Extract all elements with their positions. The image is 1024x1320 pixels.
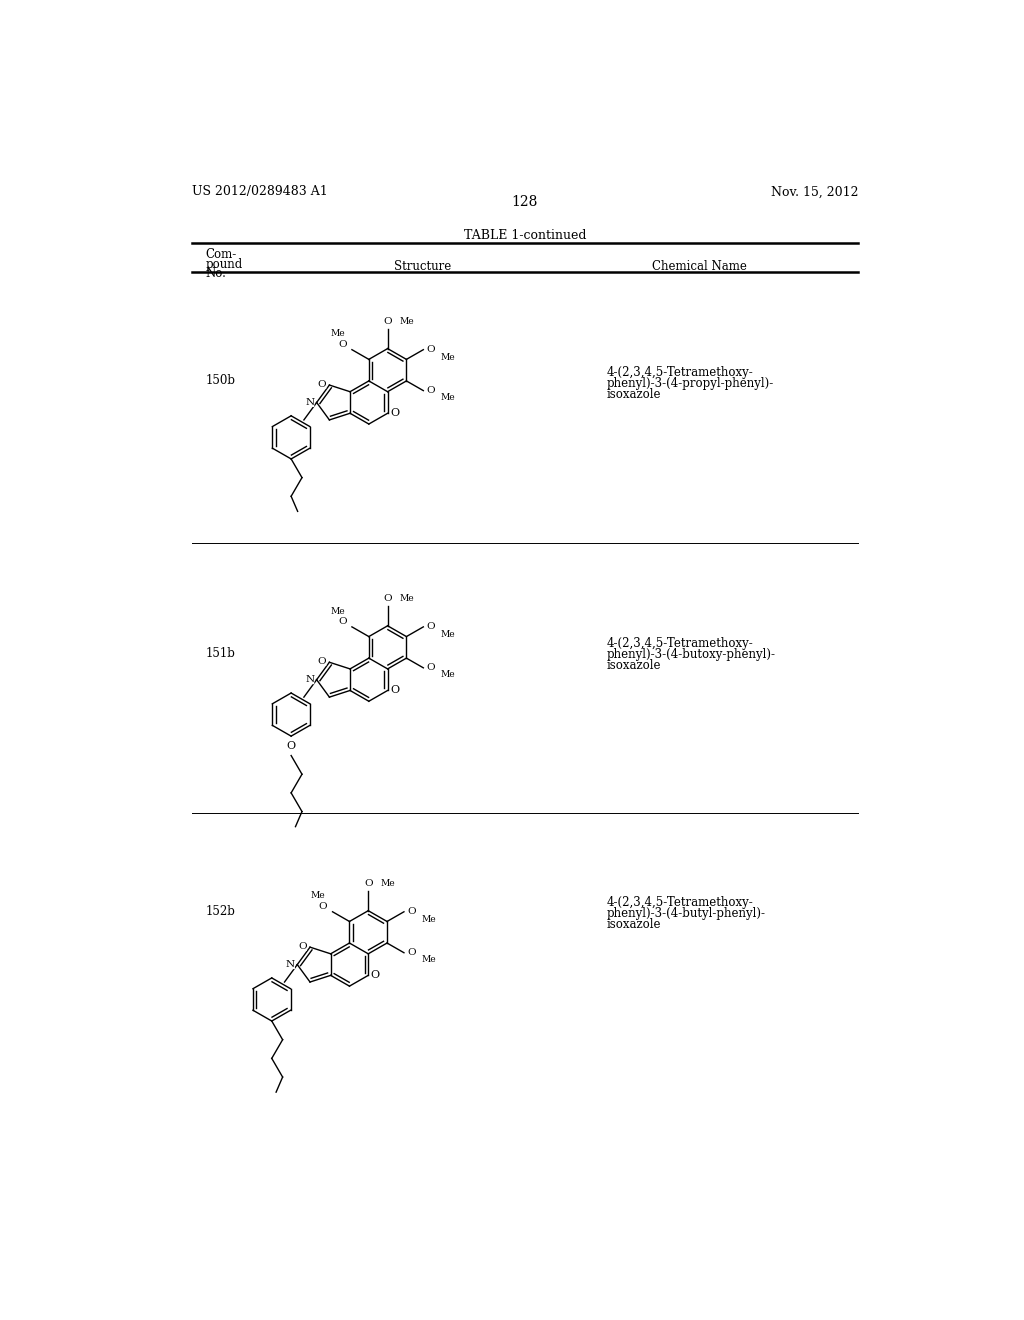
Text: 4-(2,3,4,5-Tetramethoxy-: 4-(2,3,4,5-Tetramethoxy- — [606, 367, 753, 379]
Text: TABLE 1-continued: TABLE 1-continued — [464, 230, 586, 243]
Text: Structure: Structure — [394, 260, 452, 273]
Text: Nov. 15, 2012: Nov. 15, 2012 — [770, 185, 858, 198]
Text: O: O — [287, 741, 296, 751]
Text: 152b: 152b — [206, 906, 236, 919]
Text: Me: Me — [399, 594, 414, 603]
Text: Me: Me — [399, 317, 414, 326]
Text: pound: pound — [206, 257, 243, 271]
Text: O: O — [338, 616, 347, 626]
Text: No.: No. — [206, 267, 226, 280]
Text: phenyl)-3-(4-butyl-phenyl)-: phenyl)-3-(4-butyl-phenyl)- — [606, 907, 765, 920]
Text: Me: Me — [311, 891, 326, 900]
Text: Me: Me — [421, 954, 436, 964]
Text: O: O — [317, 657, 327, 667]
Text: O: O — [364, 879, 373, 888]
Text: Me: Me — [440, 671, 456, 678]
Text: isoxazole: isoxazole — [606, 388, 660, 401]
Text: phenyl)-3-(4-butoxy-phenyl)-: phenyl)-3-(4-butoxy-phenyl)- — [606, 648, 775, 661]
Text: Me: Me — [421, 915, 436, 924]
Text: 4-(2,3,4,5-Tetramethoxy-: 4-(2,3,4,5-Tetramethoxy- — [606, 638, 753, 651]
Text: O: O — [427, 345, 435, 354]
Text: US 2012/0289483 A1: US 2012/0289483 A1 — [191, 185, 328, 198]
Text: Me: Me — [440, 352, 456, 362]
Text: 150b: 150b — [206, 374, 236, 387]
Text: O: O — [408, 907, 416, 916]
Text: Chemical Name: Chemical Name — [651, 260, 746, 273]
Text: Me: Me — [331, 330, 345, 338]
Text: phenyl)-3-(4-propyl-phenyl)-: phenyl)-3-(4-propyl-phenyl)- — [606, 378, 773, 391]
Text: O: O — [427, 664, 435, 672]
Text: N: N — [305, 399, 314, 407]
Text: 151b: 151b — [206, 647, 236, 660]
Text: O: O — [371, 970, 380, 981]
Text: O: O — [427, 387, 435, 395]
Text: O: O — [317, 380, 327, 389]
Text: O: O — [298, 942, 307, 950]
Text: Me: Me — [440, 393, 456, 401]
Text: O: O — [383, 594, 392, 603]
Text: Me: Me — [440, 630, 456, 639]
Text: Me: Me — [331, 607, 345, 615]
Text: O: O — [318, 902, 328, 911]
Text: O: O — [338, 339, 347, 348]
Text: isoxazole: isoxazole — [606, 659, 660, 672]
Text: Com-: Com- — [206, 248, 237, 261]
Text: O: O — [390, 408, 399, 418]
Text: O: O — [427, 622, 435, 631]
Text: N: N — [305, 676, 314, 684]
Text: O: O — [383, 317, 392, 326]
Text: O: O — [408, 948, 416, 957]
Text: Me: Me — [380, 879, 395, 888]
Text: N: N — [286, 960, 295, 969]
Text: O: O — [390, 685, 399, 696]
Text: 128: 128 — [512, 195, 538, 210]
Text: isoxazole: isoxazole — [606, 917, 660, 931]
Text: 4-(2,3,4,5-Tetramethoxy-: 4-(2,3,4,5-Tetramethoxy- — [606, 896, 753, 909]
